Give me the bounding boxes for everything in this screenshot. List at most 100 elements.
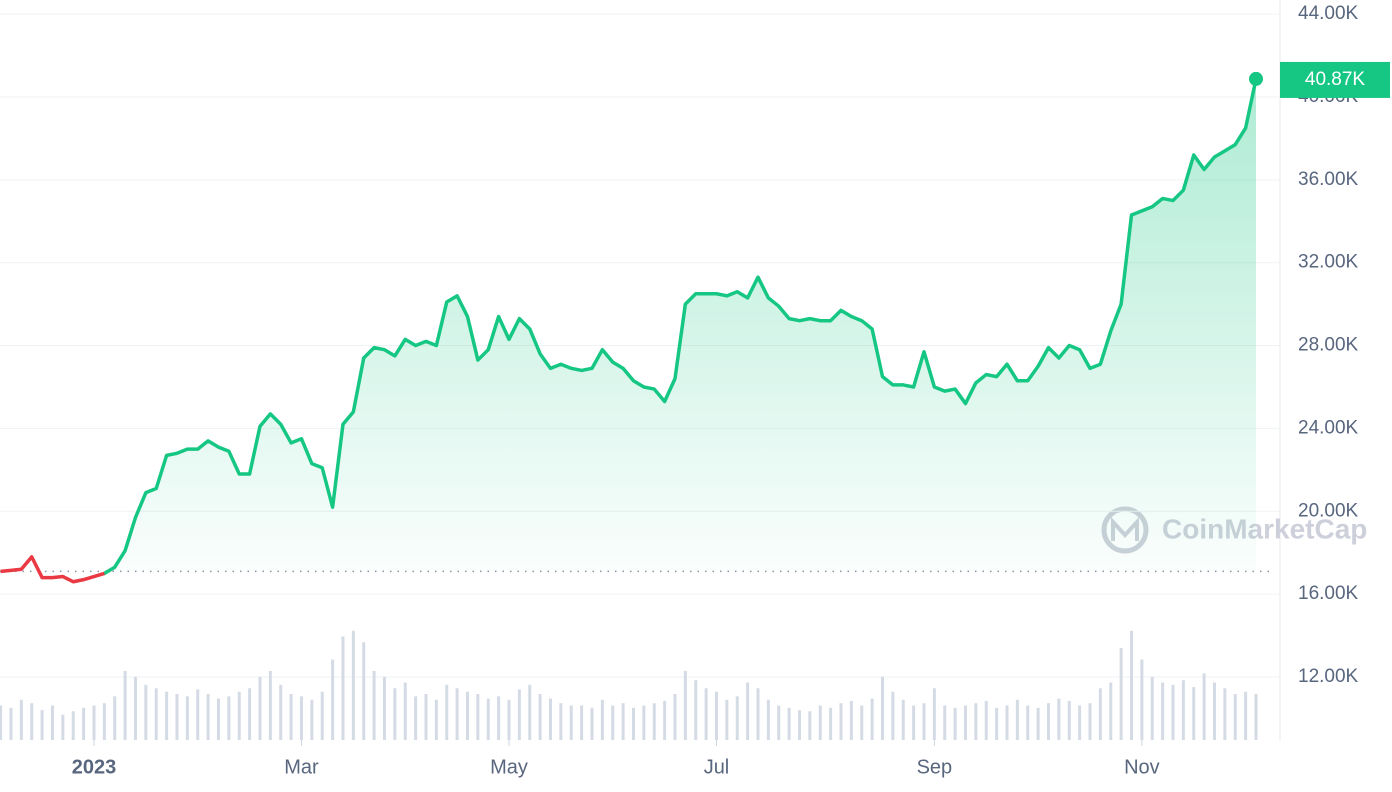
volume-bar: [113, 696, 117, 740]
volume-bar: [787, 707, 791, 740]
volume-bar: [486, 698, 490, 740]
price-line: [113, 78, 1258, 569]
volume-bar: [1026, 705, 1030, 740]
volume-bar: [227, 696, 231, 740]
volume-bar: [808, 711, 812, 740]
volume-bar: [71, 711, 75, 740]
volume-bar: [995, 707, 999, 740]
volume-bar: [1005, 705, 1009, 740]
y-tick-label: 44.00K: [1298, 3, 1359, 24]
volume-bar: [1254, 694, 1258, 740]
volume-bar: [1181, 680, 1185, 740]
volume-bar: [351, 630, 355, 740]
volume-bar: [1233, 694, 1237, 740]
volume-bar: [497, 696, 501, 740]
volume-bar: [1078, 705, 1082, 740]
volume-bar: [621, 703, 625, 740]
volume-bar: [528, 684, 532, 740]
volume-bar: [704, 688, 708, 740]
volume-bar: [901, 699, 905, 740]
last-point: [1249, 71, 1263, 86]
volume-bar: [797, 710, 801, 740]
volume-bar: [714, 691, 718, 740]
volume-bar: [694, 680, 698, 740]
volume-bar: [465, 691, 469, 740]
volume-bar: [196, 689, 200, 740]
y-tick-label: 20.00K: [1298, 500, 1359, 521]
volume-bar: [611, 705, 615, 740]
volume-bar: [642, 705, 646, 740]
volume-bar: [663, 700, 667, 740]
volume-bar: [849, 700, 853, 740]
volume-bar: [1150, 676, 1154, 740]
x-tick-label: Sep: [917, 756, 953, 778]
volume-bar: [735, 696, 739, 740]
x-tick-label: Jul: [704, 756, 730, 778]
volume-bar: [102, 703, 106, 740]
volume-bar: [922, 703, 926, 740]
volume-bar: [19, 699, 23, 740]
volume-bar: [403, 682, 407, 740]
volume-bar: [673, 694, 677, 740]
volume-bar: [123, 671, 127, 740]
volume-bar: [766, 699, 770, 740]
volume-bar: [476, 694, 480, 740]
volume-bar: [548, 698, 552, 740]
volume-bar: [237, 691, 241, 740]
volume-bar: [434, 699, 438, 740]
volume-bar: [206, 694, 210, 740]
area-fill: [114, 78, 1256, 572]
volume-bar: [154, 688, 158, 740]
volume-bar: [1119, 648, 1123, 740]
volume-bar: [590, 707, 594, 740]
y-tick-label: 16.00K: [1298, 583, 1359, 604]
volume-bar: [984, 700, 988, 740]
volume-bar: [258, 676, 262, 740]
volume-bar: [1192, 687, 1196, 740]
volume-bar: [507, 699, 511, 740]
volume-bar: [580, 705, 584, 740]
y-tick-label: 12.00K: [1298, 666, 1359, 687]
volume-bar: [9, 707, 13, 740]
volume-bar: [1046, 703, 1050, 740]
volume-bar: [414, 696, 418, 740]
volume-bar: [299, 696, 303, 740]
volume-bar: [144, 684, 148, 740]
volume-bar: [652, 703, 656, 740]
volume-bar: [133, 676, 137, 740]
volume-bar: [310, 699, 314, 740]
volume-bar: [746, 682, 750, 740]
volume-bar: [1129, 630, 1133, 740]
volume-bar: [1088, 703, 1092, 740]
volume-bar: [860, 705, 864, 740]
volume-bar: [424, 694, 428, 740]
price-line-below: [0, 555, 105, 584]
volume-bar: [362, 642, 366, 740]
volume-bar: [829, 707, 833, 740]
volume-bar: [1171, 684, 1175, 740]
volume-bar: [1098, 688, 1102, 740]
volume-bar: [268, 671, 272, 740]
volume-bar: [216, 698, 220, 740]
volume-bar: [631, 707, 635, 740]
volume-bar: [320, 691, 324, 740]
volume-bar: [1109, 682, 1113, 740]
volume-bar: [372, 671, 376, 740]
volume-bar: [880, 676, 884, 740]
volume-bar: [165, 691, 169, 740]
volume-bar: [289, 694, 293, 740]
volume-bar: [559, 703, 563, 740]
line-connector: [102, 565, 117, 576]
volume-bar: [756, 688, 760, 740]
y-tick-label: 24.00K: [1298, 417, 1359, 438]
volume-bar: [963, 705, 967, 740]
volume-bar: [50, 705, 54, 740]
volume-bar: [1161, 682, 1165, 740]
volume-bar: [818, 705, 822, 740]
volume-bar: [870, 698, 874, 740]
x-tick-label: 2023: [72, 756, 117, 778]
y-tick-label: 36.00K: [1298, 169, 1359, 190]
volume-bar: [279, 684, 283, 740]
